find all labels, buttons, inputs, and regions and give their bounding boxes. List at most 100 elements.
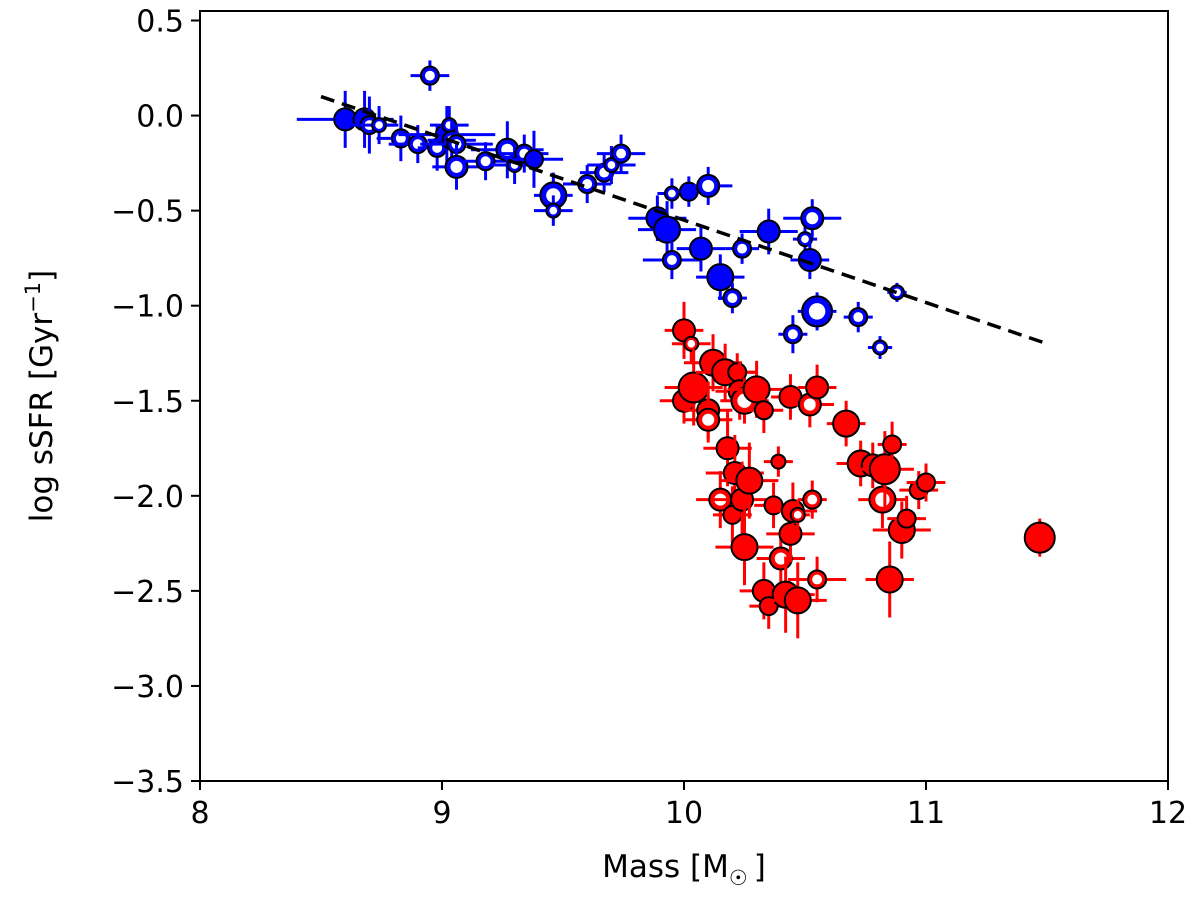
axis-ticks: 8 9 10 11 12 0.5 0.0 −0.5 −1.0 −1.5 −2.0 −2.5 −3.0 −3… <box>111 5 1187 831</box>
star-forming-marker-center <box>787 329 798 340</box>
star-forming-marker-center <box>853 312 864 323</box>
star-forming-marker <box>523 149 544 170</box>
quiescent-marker-center <box>702 413 715 426</box>
star-forming-marker <box>688 236 713 261</box>
star-forming-point <box>676 225 726 272</box>
quiescent-point <box>865 541 914 618</box>
quiescent-point <box>1023 518 1056 557</box>
y-axis-label: log sSFR [Gyr−1] <box>21 270 60 522</box>
y-tick-label: −2.5 <box>111 575 184 610</box>
star-forming-point <box>696 254 745 300</box>
star-forming-point <box>587 145 636 185</box>
star-forming-marker-center <box>801 235 809 243</box>
quiescent-point <box>664 301 704 359</box>
y-tick-label: 0.0 <box>136 100 184 135</box>
star-forming-point <box>504 130 563 188</box>
quiescent-point <box>744 387 784 434</box>
quiescent-marker <box>735 466 764 495</box>
star-forming-marker <box>756 219 781 244</box>
y-tick-label: −0.5 <box>111 195 184 230</box>
x-axis-label-close: ] <box>754 849 766 885</box>
star-forming-marker-center <box>424 70 435 81</box>
quiescent-marker <box>868 453 901 486</box>
star-forming-marker-center <box>727 293 738 304</box>
star-forming-point <box>867 336 893 359</box>
star-forming-point <box>684 166 733 205</box>
star-forming-marker-center <box>480 156 491 167</box>
quiescent-marker-center <box>687 339 696 348</box>
star-forming-marker-center <box>616 148 627 159</box>
quiescent-marker-center <box>875 492 890 507</box>
star-forming-marker <box>653 215 682 244</box>
quiescent-point <box>877 421 907 468</box>
quiescent-marker <box>742 375 771 404</box>
x-tick-label: 8 <box>190 796 209 831</box>
y-tick-label: −3.5 <box>111 765 184 800</box>
star-forming-marker-center <box>666 255 677 266</box>
x-tick-label: 10 <box>665 796 703 831</box>
quiescent-marker <box>677 371 710 404</box>
data-points <box>296 60 1056 639</box>
star-forming-point <box>887 282 907 302</box>
x-tick-label: 12 <box>1149 796 1187 831</box>
star-forming-point <box>717 282 747 314</box>
star-forming-point <box>725 233 760 264</box>
quiescent-point <box>788 556 847 603</box>
star-forming-marker <box>706 263 735 292</box>
quiescent-point <box>684 396 733 443</box>
quiescent-point <box>715 509 774 586</box>
star-forming-marker-center <box>549 206 558 215</box>
star-forming-point <box>533 195 573 226</box>
y-axis-label-sup: −1 <box>21 282 45 313</box>
quiescent-marker <box>715 436 740 461</box>
star-forming-marker-center <box>668 189 676 198</box>
x-axis-label: Mass [M☉] <box>602 849 766 890</box>
quiescent-marker <box>783 586 812 615</box>
star-forming-marker-center <box>808 303 826 320</box>
star-forming-point <box>778 315 808 354</box>
quiescent-marker <box>875 565 904 594</box>
quiescent-point <box>826 400 866 447</box>
star-forming-point <box>843 301 873 333</box>
y-tick-label: −1.0 <box>111 290 184 325</box>
x-axis-label-sub: ☉ <box>729 866 748 890</box>
star-forming-point <box>783 199 842 238</box>
star-forming-point <box>797 292 837 331</box>
star-forming-point <box>596 134 646 173</box>
quiescent-marker <box>882 434 903 455</box>
quiescent-marker <box>730 533 759 562</box>
quiescent-marker <box>770 453 787 470</box>
star-forming-marker-center <box>375 121 383 129</box>
y-axis-label-close: ] <box>24 270 60 282</box>
star-forming-point <box>790 241 830 280</box>
star-forming-marker <box>797 248 822 273</box>
star-forming-marker-center <box>806 212 819 225</box>
star-forming-marker-center <box>737 243 748 254</box>
quiescent-marker <box>1023 521 1056 554</box>
quiescent-point <box>887 495 926 542</box>
quiescent-point <box>797 480 827 519</box>
y-tick-label: 0.5 <box>136 5 184 40</box>
quiescent-marker <box>753 400 774 421</box>
star-forming-marker-center <box>450 160 463 173</box>
star-forming-marker-center <box>876 343 884 352</box>
fit-line <box>320 94 1048 346</box>
quiescent-marker <box>832 409 861 438</box>
quiescent-marker <box>778 521 803 546</box>
star-forming-marker-center <box>702 179 715 192</box>
quiescent-marker-center <box>807 494 818 505</box>
quiescent-marker-center <box>812 574 823 585</box>
quiescent-point <box>785 499 810 531</box>
quiescent-point <box>763 446 793 477</box>
x-tick-label: 11 <box>907 796 945 831</box>
quiescent-marker <box>896 508 917 529</box>
star-forming-marker-center <box>582 179 593 189</box>
quiescent-marker-center <box>774 552 787 565</box>
quiescent-marker-center <box>793 510 802 519</box>
y-tick-label: −2.0 <box>111 480 184 515</box>
quiescent-point <box>797 364 837 411</box>
quiescent-marker-center <box>803 398 816 411</box>
quiescent-point <box>906 463 946 502</box>
x-tick-label: 9 <box>432 796 451 831</box>
